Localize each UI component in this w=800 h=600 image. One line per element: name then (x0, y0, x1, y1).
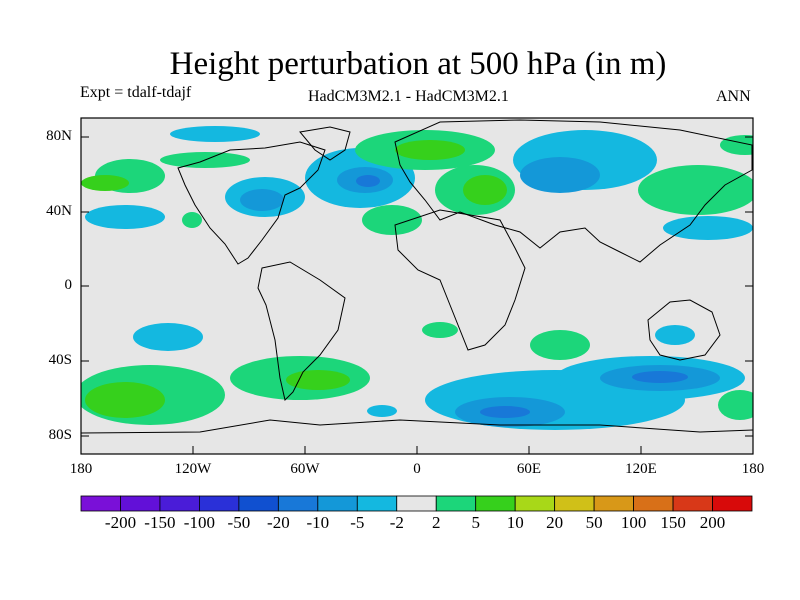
lat-label-80n: 80N (46, 128, 72, 144)
lat-label-40s: 40S (48, 352, 72, 368)
contour-blue-nw-arctic (170, 126, 260, 142)
contour-blue-mid-siberia (520, 157, 600, 193)
lon-label-0: 0 (413, 461, 421, 477)
colorbar-label-11: 20 (546, 513, 564, 532)
lon-label-60e: 60E (516, 461, 542, 477)
colorbar-swatch-11 (514, 495, 556, 512)
colorbar-label-2: -100 (183, 513, 215, 532)
contour-green-bering (720, 135, 753, 155)
colorbar-label-4: -20 (267, 513, 290, 532)
colorbar-label-5: -10 (306, 513, 330, 532)
contour-green-small-pacific (182, 212, 202, 228)
colorbar-swatch-14 (633, 495, 674, 512)
contour-green-core-arctic-europe (395, 140, 465, 160)
lon-label-180-east: 180 (741, 461, 765, 477)
colorbar-label-10: 10 (506, 513, 524, 532)
colorbar-swatch-13 (593, 495, 634, 512)
lat-label-equator: 0 (64, 277, 73, 293)
contour-blue-dark-southern-ocean (480, 406, 530, 418)
colorbar-label-14: 150 (660, 513, 686, 532)
contour-green-north-pacific-east (638, 165, 753, 215)
colorbar-swatch-8 (396, 495, 437, 512)
lat-label-40n: 40N (46, 203, 72, 219)
colorbar-swatch-9 (435, 495, 477, 512)
coastlines (81, 119, 753, 434)
australia-outline (647, 299, 721, 361)
contour-blue-south-pacific (133, 323, 203, 351)
south-america-outline (257, 261, 346, 401)
colorbar-label-3: -50 (227, 513, 251, 532)
colorbar-swatch-2 (159, 495, 200, 512)
colorbar-swatch-16 (712, 495, 753, 512)
contour-fields (81, 126, 753, 430)
axis-ticks (80, 136, 754, 454)
colorbar-swatch-15 (672, 495, 713, 512)
antarctica-outline (81, 419, 753, 434)
colorbar-swatch-1 (120, 495, 161, 512)
contour-blue-australia (655, 325, 695, 345)
colorbar-swatch-10 (475, 495, 516, 512)
colorbar-swatch-4 (238, 495, 279, 512)
contour-green-south-atlantic (422, 322, 458, 338)
map-title: Height perturbation at 500 hPa (in m) (169, 46, 667, 82)
colorbar-swatch-3 (199, 495, 240, 512)
lon-label-120w: 120W (174, 461, 212, 477)
contour-green-core-north-pacific (81, 175, 129, 191)
contour-green-indian-ocean (530, 330, 590, 360)
contour-blue-northwest-pacific (663, 216, 753, 240)
contour-green-core-europe (463, 175, 507, 205)
colorbar-swatch-12 (554, 495, 595, 512)
colorbar-label-8: 2 (431, 513, 441, 532)
contour-blue-mid-north-america (240, 189, 284, 211)
contour-blue-small-south-atlantic (367, 405, 397, 417)
lon-label-180-west: 180 (69, 461, 93, 477)
colorbar-label-7: -2 (389, 513, 404, 532)
models-label: HadCM3M2.1 - HadCM3M2.1 (308, 88, 509, 105)
colorbar-label-6: -5 (350, 513, 365, 532)
colorbar-label-9: 5 (471, 513, 480, 532)
greenland-outline (299, 126, 351, 161)
eurasia-outline (394, 119, 753, 263)
lon-label-60w: 60W (290, 461, 320, 477)
contour-green-core-southeast-pacific (85, 382, 165, 418)
colorbar (80, 495, 753, 512)
north-america-outline (177, 141, 326, 265)
africa-outline (394, 209, 526, 351)
contour-blue-dark-north-atlantic (356, 175, 380, 187)
contour-blue-midlat-pacific (85, 205, 165, 229)
experiment-label: Expt = tdalf-tdajf (80, 84, 192, 101)
season-label: ANN (716, 88, 751, 105)
contour-green-southern-pacific-east (718, 390, 753, 420)
colorbar-label-13: 100 (620, 513, 647, 532)
colorbar-swatch-5 (277, 495, 319, 512)
colorbar-swatch-0 (80, 495, 121, 512)
lat-label-80s: 80S (48, 427, 72, 443)
colorbar-swatch-6 (317, 495, 358, 512)
contour-green-midlat-atlantic (362, 205, 422, 235)
colorbar-label-15: 200 (699, 513, 726, 532)
colorbar-label-1: -150 (144, 513, 176, 532)
colorbar-label-0: -200 (104, 513, 137, 532)
lon-label-120e: 120E (625, 461, 657, 477)
colorbar-swatch-7 (356, 495, 398, 512)
colorbar-label-12: 50 (585, 513, 603, 532)
contour-blue-dark-southern-ocean-east (632, 371, 688, 383)
